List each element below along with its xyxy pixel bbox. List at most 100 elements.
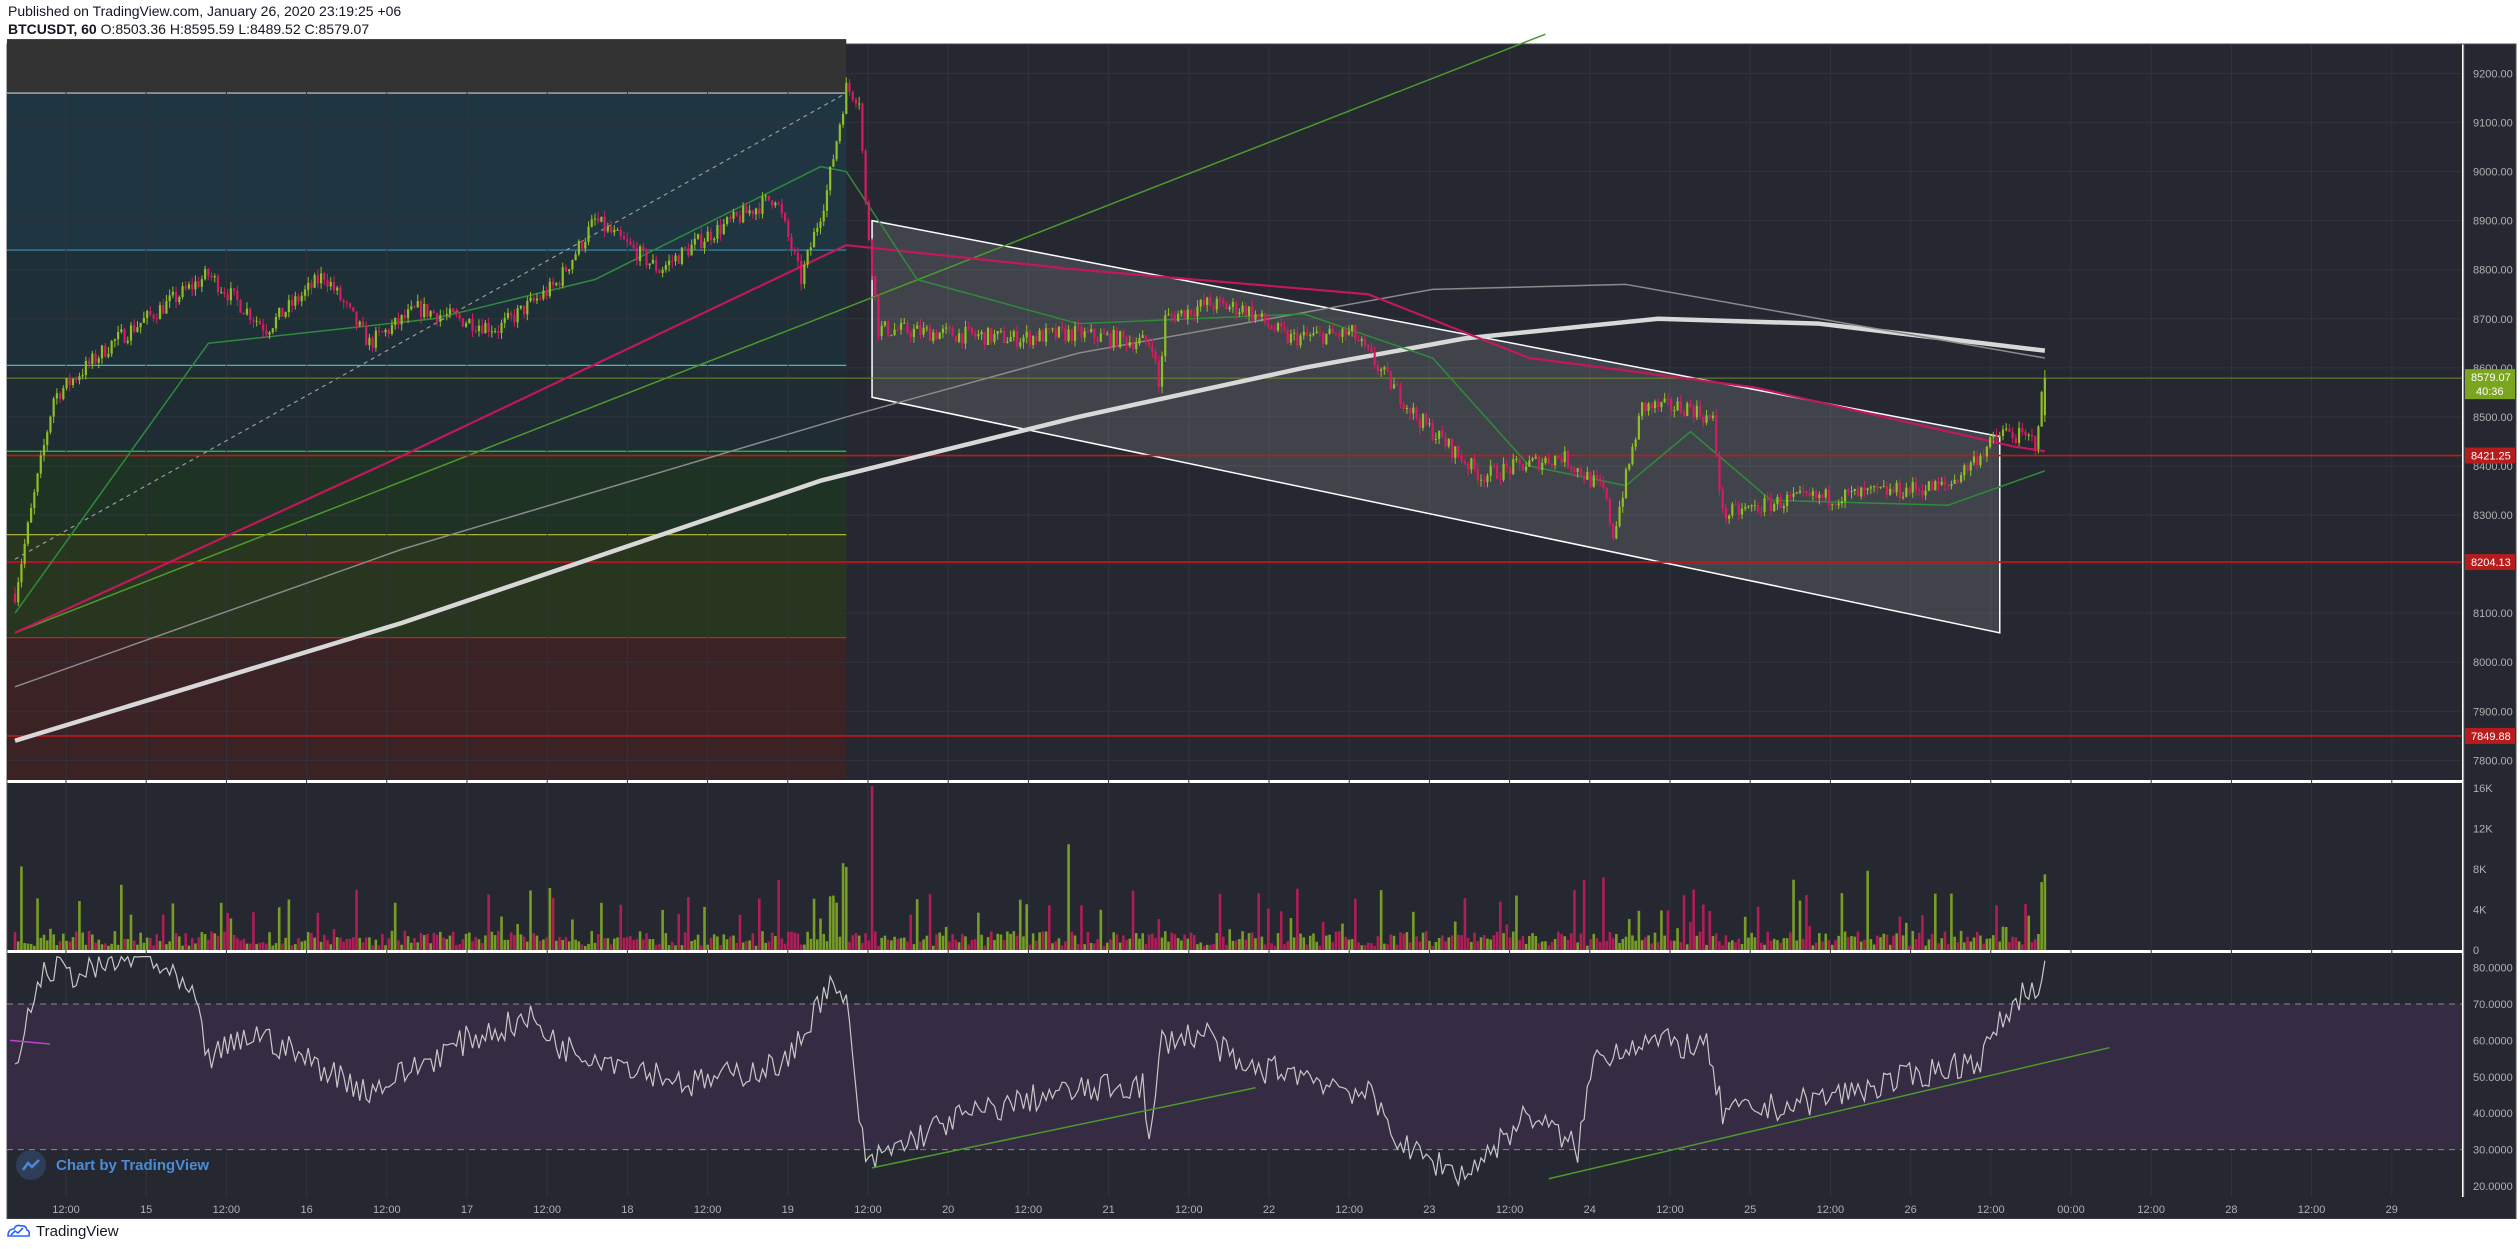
volume-bar: [207, 939, 210, 950]
volume-bar: [571, 919, 574, 950]
candle: [1025, 331, 1028, 338]
candle: [1682, 412, 1686, 416]
volume-bar: [529, 890, 532, 950]
volume-bar: [1953, 936, 1956, 950]
chart-by-tradingview-badge[interactable]: Chart by TradingView: [16, 1150, 209, 1180]
volume-bar: [693, 939, 697, 950]
candle: [1950, 483, 1953, 486]
volume-bar: [181, 945, 184, 950]
volume-bar: [1698, 931, 1702, 950]
volume-bar: [1627, 919, 1631, 950]
candle: [1711, 415, 1715, 418]
footer-brand[interactable]: TradingView: [6, 1220, 119, 1242]
volume-bar: [471, 941, 474, 950]
volume-bar: [1070, 931, 1074, 950]
candle: [1286, 330, 1289, 343]
candle: [1728, 515, 1731, 519]
volume-bar: [323, 934, 326, 950]
candle: [65, 378, 68, 389]
axis-bg: [2464, 44, 2516, 1197]
candle: [835, 141, 838, 160]
volume-bar: [390, 930, 394, 950]
candle: [1038, 330, 1041, 342]
candle: [532, 297, 535, 301]
volume-bar: [815, 939, 819, 950]
volume-bar: [381, 933, 384, 950]
candle: [46, 432, 49, 445]
chart-area[interactable]: 9200.00 9100.00 9000.00 8900.00 8800.00 8700.…: [0, 0, 2520, 1219]
volume-bar: [883, 935, 887, 950]
candle: [1914, 482, 1918, 490]
candle: [1347, 331, 1351, 335]
volume-bar: [1489, 939, 1492, 950]
candle: [1718, 454, 1721, 490]
candle: [1860, 487, 1863, 497]
volume-bar: [509, 932, 513, 950]
volume-bar: [1663, 935, 1666, 950]
candle: [1041, 330, 1044, 342]
volume-bar: [1395, 944, 1399, 950]
volume-bar: [1772, 938, 1776, 950]
countdown-badge: 40:36: [2476, 386, 2504, 398]
volume-bar: [832, 895, 835, 950]
candle: [1418, 418, 1421, 428]
candle: [671, 260, 674, 262]
volume-bar: [158, 941, 162, 950]
candle: [1905, 487, 1908, 497]
volume-bar: [658, 943, 661, 950]
candle: [874, 275, 877, 296]
candle: [693, 238, 696, 245]
candle: [1380, 369, 1383, 371]
candle: [993, 333, 996, 342]
volume-bar: [451, 931, 455, 950]
candle: [2005, 428, 2008, 430]
candle: [1885, 486, 1889, 495]
candle: [1576, 468, 1579, 472]
candle: [239, 299, 242, 313]
candle: [187, 284, 191, 289]
volume-bar: [1476, 941, 1480, 950]
symbol-label[interactable]: BTCUSDT, 60: [8, 21, 97, 37]
volume-bar: [522, 936, 526, 950]
volume-bar: [1405, 932, 1409, 950]
candle: [1196, 306, 1199, 317]
volume-bar: [525, 941, 529, 950]
volume-bar: [587, 943, 590, 950]
candle: [941, 328, 945, 333]
volume-bar: [1676, 928, 1679, 950]
candle: [2008, 428, 2011, 432]
volume-bar: [1624, 936, 1628, 950]
volume-bar: [1180, 940, 1183, 950]
volume-bar: [999, 934, 1003, 950]
volume-bar: [1863, 939, 1866, 950]
candle: [890, 334, 893, 336]
volume-bar: [490, 931, 494, 950]
volume-bar: [1830, 944, 1834, 950]
candle: [1357, 339, 1360, 342]
candle: [1048, 328, 1051, 330]
volume-bar: [1186, 938, 1190, 950]
volume-bar: [848, 941, 851, 950]
volume-bar: [1312, 933, 1315, 950]
volume-bar: [474, 937, 478, 950]
level-badge-bg: [2465, 447, 2515, 464]
volume-bar: [1908, 945, 1911, 950]
volume-bar: [1927, 939, 1931, 950]
volume-bar: [719, 945, 722, 950]
volume-bar: [1921, 915, 1924, 950]
candle: [2043, 378, 2046, 416]
candle: [1251, 306, 1254, 320]
volume-bar: [1366, 942, 1370, 950]
volume-bar: [554, 940, 558, 950]
candle: [1579, 468, 1582, 476]
candle: [361, 321, 365, 326]
candle: [593, 218, 597, 220]
candle: [539, 298, 542, 300]
volume-bar: [1035, 940, 1038, 950]
volume-bar: [387, 938, 391, 950]
volume-bar: [145, 937, 149, 950]
volume-bar: [606, 938, 610, 950]
candle: [1267, 322, 1270, 326]
candle: [1650, 403, 1653, 409]
volume-bar: [1582, 880, 1586, 950]
